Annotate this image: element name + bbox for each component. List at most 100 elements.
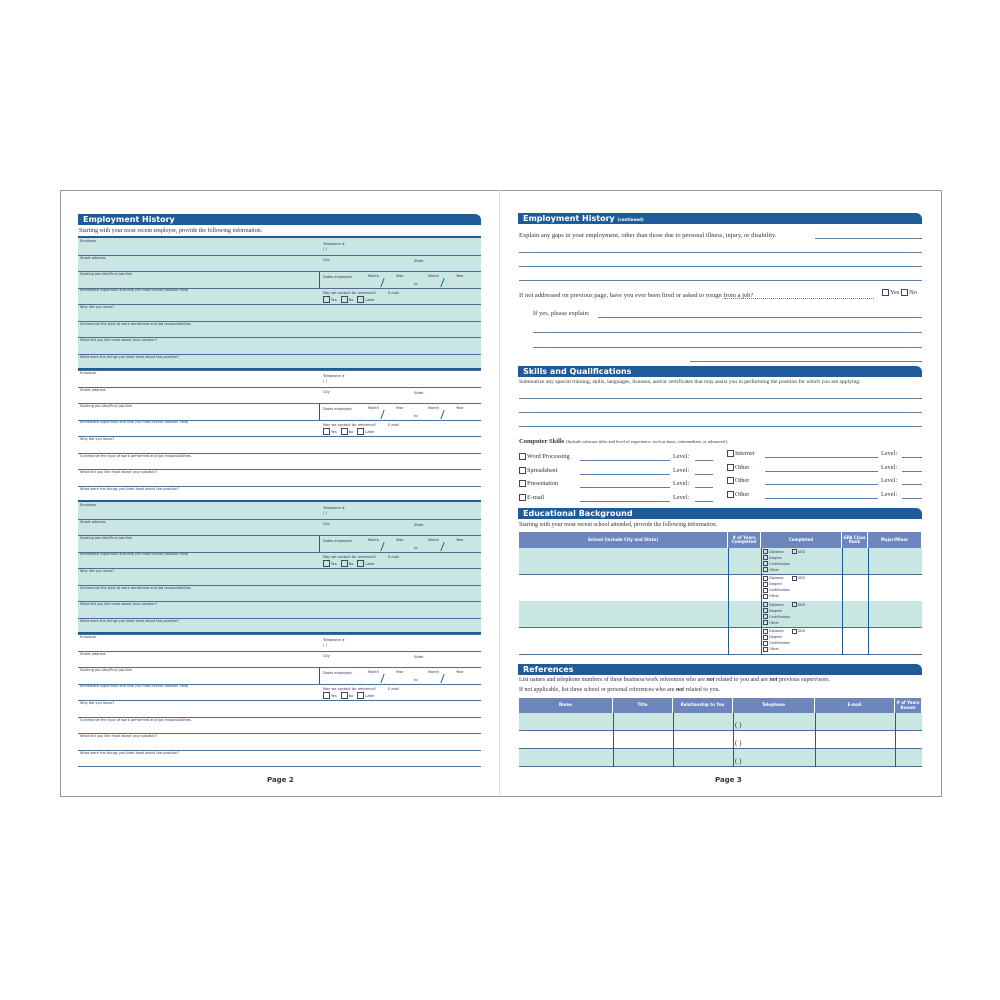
skill-checkbox[interactable] <box>519 466 526 474</box>
form-row[interactable] <box>78 469 481 487</box>
skill-line[interactable] <box>580 460 670 461</box>
option-checkbox[interactable] <box>763 640 768 646</box>
skill-checkbox[interactable] <box>519 480 526 488</box>
answer-line[interactable] <box>519 412 922 413</box>
skill-line[interactable] <box>580 487 670 488</box>
option-checkbox[interactable] <box>791 628 797 634</box>
form-row[interactable] <box>78 436 481 454</box>
answer-line[interactable] <box>690 361 922 362</box>
yes-checkbox[interactable] <box>323 428 330 435</box>
no-checkbox[interactable] <box>340 692 348 699</box>
level-line[interactable] <box>902 457 922 458</box>
yes-checkbox[interactable] <box>323 296 330 303</box>
form-row[interactable] <box>78 453 481 470</box>
form-row[interactable] <box>78 684 481 701</box>
option-checkbox[interactable] <box>763 575 768 581</box>
skill-line[interactable] <box>765 457 878 458</box>
yes-checkbox[interactable] <box>323 560 330 567</box>
form-row[interactable] <box>78 568 481 586</box>
edu-row[interactable] <box>519 628 922 655</box>
option-checkbox[interactable] <box>763 555 768 560</box>
level-line[interactable] <box>902 470 922 472</box>
form-row[interactable] <box>78 717 481 734</box>
option-checkbox[interactable] <box>763 561 768 566</box>
form-row[interactable] <box>78 288 481 305</box>
skill-checkbox[interactable] <box>519 453 526 461</box>
form-row[interactable] <box>78 651 481 668</box>
form-row[interactable] <box>78 321 481 338</box>
form-row[interactable] <box>78 420 481 437</box>
form-row[interactable] <box>78 750 481 767</box>
form-row[interactable] <box>78 634 481 652</box>
later-checkbox[interactable] <box>357 428 365 435</box>
skill-checkbox[interactable] <box>519 493 526 501</box>
level-line[interactable] <box>902 484 922 485</box>
skill-checkbox[interactable] <box>727 463 734 471</box>
yes-checkbox[interactable] <box>323 692 330 699</box>
answer-line[interactable] <box>533 332 922 333</box>
no-checkbox[interactable] <box>901 289 909 297</box>
no-checkbox[interactable] <box>340 560 348 567</box>
form-row[interactable] <box>78 700 481 718</box>
form-row[interactable] <box>78 585 481 602</box>
option-checkbox[interactable] <box>791 575 797 581</box>
reference-row[interactable] <box>519 713 922 731</box>
edu-row[interactable] <box>519 575 922 602</box>
answer-line[interactable] <box>519 252 922 253</box>
answer-line[interactable] <box>519 266 922 267</box>
option-checkbox[interactable] <box>763 634 768 640</box>
form-row[interactable] <box>78 618 481 635</box>
form-row[interactable] <box>78 370 481 388</box>
form-row[interactable] <box>78 601 481 619</box>
form-row[interactable] <box>78 667 481 685</box>
option-checkbox[interactable] <box>791 602 797 607</box>
later-checkbox[interactable] <box>357 692 365 699</box>
answer-line[interactable] <box>519 280 922 281</box>
level-line[interactable] <box>695 500 713 502</box>
no-checkbox[interactable] <box>340 296 348 303</box>
form-row[interactable] <box>78 552 481 569</box>
answer-line[interactable] <box>598 317 922 318</box>
option-checkbox[interactable] <box>763 620 768 625</box>
form-row[interactable] <box>78 502 481 520</box>
form-row[interactable] <box>78 304 481 322</box>
option-checkbox[interactable] <box>763 646 768 652</box>
answer-line[interactable] <box>815 238 922 239</box>
form-row[interactable] <box>78 271 481 289</box>
later-checkbox[interactable] <box>357 560 365 567</box>
form-row[interactable] <box>78 255 481 272</box>
option-checkbox[interactable] <box>763 593 768 599</box>
level-line[interactable] <box>695 460 713 461</box>
yes-checkbox[interactable] <box>882 289 889 297</box>
option-checkbox[interactable] <box>763 587 768 593</box>
level-line[interactable] <box>695 487 713 488</box>
option-checkbox[interactable] <box>763 628 768 634</box>
edu-row[interactable] <box>519 601 922 628</box>
form-row[interactable] <box>78 403 481 421</box>
form-row[interactable] <box>78 519 481 536</box>
skill-line[interactable] <box>765 470 878 472</box>
no-checkbox[interactable] <box>340 428 348 435</box>
option-checkbox[interactable] <box>791 549 797 554</box>
form-row[interactable] <box>78 354 481 371</box>
form-row[interactable] <box>78 535 481 553</box>
answer-line[interactable] <box>519 426 922 427</box>
skill-checkbox[interactable] <box>727 477 734 485</box>
option-checkbox[interactable] <box>763 549 768 554</box>
form-row[interactable] <box>78 387 481 404</box>
option-checkbox[interactable] <box>763 581 768 587</box>
form-row[interactable] <box>78 337 481 355</box>
later-checkbox[interactable] <box>357 296 365 303</box>
level-line[interactable] <box>695 473 713 475</box>
option-checkbox[interactable] <box>763 602 768 607</box>
level-line[interactable] <box>902 497 922 499</box>
skill-line[interactable] <box>765 497 878 499</box>
skill-line[interactable] <box>580 473 670 475</box>
option-checkbox[interactable] <box>763 567 768 572</box>
skill-line[interactable] <box>580 500 670 502</box>
form-row[interactable] <box>78 733 481 751</box>
form-row[interactable] <box>78 238 481 256</box>
reference-row[interactable] <box>519 731 922 749</box>
skill-checkbox[interactable] <box>727 490 734 498</box>
option-checkbox[interactable] <box>763 608 768 613</box>
